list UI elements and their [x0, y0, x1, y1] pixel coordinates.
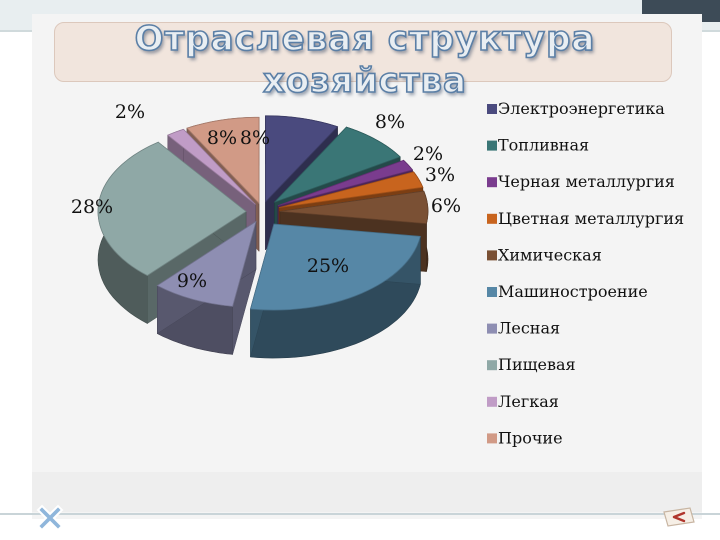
slide-title-line-2: хозяйства	[262, 60, 468, 102]
legend-label-6: Машиностроение	[498, 282, 648, 301]
legend-swatch-3	[487, 177, 497, 188]
chart-legend: Электроэнергетика Топливная Черная металлу…	[487, 99, 684, 447]
footer-band	[32, 472, 702, 512]
pie-slice-6	[249, 223, 421, 311]
title-banner	[54, 22, 672, 82]
footer-divider	[0, 513, 720, 515]
data-label-1: 8%	[240, 127, 270, 149]
legend-swatch-2	[487, 140, 497, 151]
legend-label-1: Электроэнергетика	[498, 99, 665, 118]
legend-label-4: Цветная металлургия	[498, 209, 684, 228]
data-label-7: 9%	[177, 270, 207, 292]
legend-label-2: Топливная	[498, 136, 589, 155]
pie-slice-10	[186, 116, 260, 205]
data-label-9: 2%	[115, 101, 145, 123]
pie-slice-8	[97, 141, 247, 276]
legend-label-5: Химическая	[498, 245, 602, 264]
pie-slice-4	[278, 171, 424, 208]
data-label-10: 8%	[207, 127, 237, 149]
legend-label-7: Лесная	[498, 319, 560, 338]
cross-icon[interactable]	[32, 500, 68, 536]
pie-slice-2	[274, 126, 401, 203]
legend-swatch-9	[487, 396, 497, 407]
legend-label-9: Легкая	[498, 392, 559, 411]
return-arrow-icon[interactable]	[662, 506, 696, 528]
pie-slice-1	[265, 115, 339, 203]
pie-slice-7	[156, 220, 257, 307]
legend-label-3: Черная металлургия	[498, 172, 675, 191]
legend-swatch-10	[487, 433, 497, 444]
data-label-4: 3%	[425, 164, 455, 186]
pie-slice-9	[166, 128, 256, 205]
pie-slices	[97, 115, 429, 311]
legend-swatch-7	[487, 323, 497, 334]
slide-title: Отраслевая структура хозяйства	[120, 18, 610, 102]
data-label-8: 28%	[71, 196, 113, 218]
legend-swatch-6	[487, 287, 497, 297]
legend-swatch-1	[487, 104, 497, 114]
data-label-3: 2%	[413, 143, 443, 165]
data-label-5: 6%	[431, 195, 461, 217]
data-label-6: 25%	[307, 255, 349, 277]
pie-slice-5	[279, 190, 429, 225]
legend-label-10: Прочие	[498, 428, 563, 447]
slide-title-line-1: Отраслевая структура	[134, 18, 596, 60]
data-label-2: 8%	[375, 111, 405, 133]
legend-swatch-8	[487, 360, 497, 371]
legend-swatch-5	[487, 250, 497, 261]
pie-data-labels: 8%8%2%3%6%25%9%28%2%8%	[71, 101, 461, 292]
legend-label-8: Пищевая	[498, 355, 576, 374]
legend-swatch-4	[487, 213, 497, 224]
pie-slice-3	[277, 159, 414, 207]
